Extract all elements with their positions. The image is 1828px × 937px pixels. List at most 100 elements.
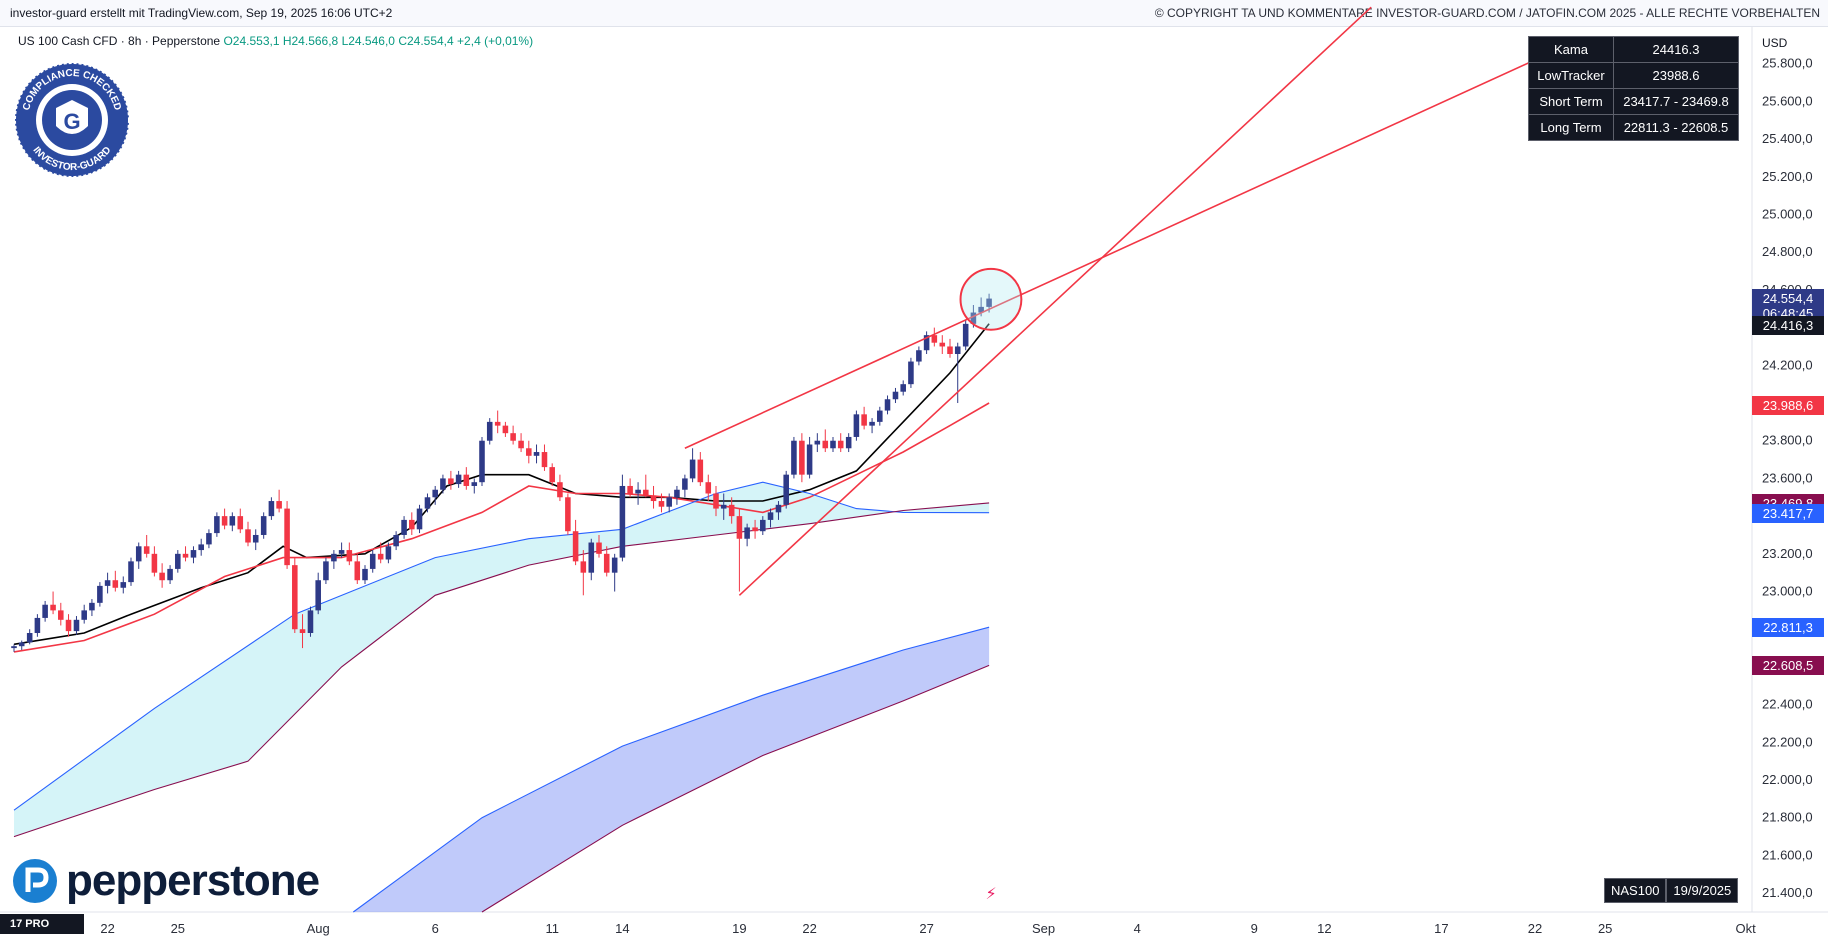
candle-body [728, 504, 735, 517]
candle-body [533, 452, 540, 456]
candle-body [486, 421, 493, 441]
candle-body [541, 452, 548, 468]
candle-body [167, 568, 173, 581]
legend-change: +2,4 (+0,01%) [457, 34, 534, 48]
candle-body [268, 501, 275, 517]
candle-body [463, 474, 470, 486]
candle-body [947, 346, 953, 355]
brand-name: pepperstone [66, 856, 320, 905]
candle-body [182, 553, 189, 558]
trendline-upper [684, 59, 1536, 449]
series-line-long-term-lower [481, 664, 990, 913]
compliance-seal: G COMPLIANCE CHECKED INVESTOR-GUARD [12, 60, 132, 185]
candle-body [853, 414, 860, 437]
candle-body [229, 516, 236, 526]
candle-body [276, 501, 282, 509]
candle-body [81, 610, 87, 620]
candle-body [18, 642, 25, 647]
x-tick-label: 11 [545, 921, 559, 936]
price-tag-lowtracker: 23.988,6 [1752, 396, 1824, 416]
candle-body [588, 542, 595, 573]
top-bar: investor-guard erstellt mit TradingView.… [0, 0, 1828, 27]
y-tick-label: 21.400,0 [1762, 885, 1813, 900]
info-label: Long Term [1528, 114, 1614, 141]
legend-close: C24.554,4 [398, 34, 454, 48]
candle-body [58, 610, 64, 620]
candle-body [767, 512, 774, 520]
legend-open: O24.553,1 [223, 34, 280, 48]
candle-body [424, 497, 431, 509]
badge-date: 19/9/2025 [1666, 878, 1739, 903]
candle-body [190, 550, 197, 558]
tradingview-logo: 17 PRO [0, 914, 84, 934]
candle-body [151, 553, 158, 573]
candle-body [471, 482, 478, 486]
y-tick-label: 23.800,0 [1762, 433, 1813, 448]
candle-body [650, 495, 657, 502]
y-tick-label: 21.600,0 [1762, 847, 1813, 862]
series-line-kama [13, 323, 990, 646]
info-value: 23417.7 - 23469.8 [1613, 88, 1739, 115]
candle-body [877, 410, 883, 422]
candle-body [354, 561, 361, 581]
candle-body [346, 550, 353, 562]
candle-body [385, 546, 392, 560]
candle-body [393, 534, 399, 547]
candle-body [89, 602, 95, 611]
candle-body [643, 489, 649, 496]
candle-body [479, 440, 485, 483]
candle-body [658, 501, 665, 507]
candle-body [221, 516, 228, 526]
candle-body [962, 323, 969, 347]
legend-symbol[interactable]: US 100 Cash CFD · 8h · Pepperstone [18, 34, 221, 48]
candle-body [869, 421, 875, 426]
candle-body [128, 561, 134, 583]
candle-body [50, 604, 56, 611]
candle-body [331, 553, 337, 562]
candle-body [916, 350, 922, 362]
series-line-short-term-lower [13, 502, 990, 838]
candle-body [526, 448, 532, 456]
candle-body [214, 516, 220, 534]
candle-body [237, 516, 244, 530]
candle-body [401, 519, 407, 535]
candle-body [603, 553, 610, 573]
series-line-lowtracker [13, 402, 990, 653]
candle-body [572, 531, 579, 562]
candle-body [814, 440, 821, 445]
info-table: Kama 24416.3 LowTracker 23988.6 Short Term… [1528, 36, 1739, 141]
candle-body [775, 504, 782, 513]
candle-body [689, 459, 696, 479]
x-tick-label: 25 [1598, 921, 1612, 936]
candle-body [799, 440, 805, 475]
candle-body [292, 565, 298, 630]
info-row-long-term: Long Term 22811.3 - 22608.5 [1528, 114, 1739, 141]
candle-body [494, 421, 501, 426]
candle-body [97, 585, 103, 603]
candle-body [760, 519, 766, 532]
info-label: Short Term [1528, 88, 1614, 115]
candle-body [978, 306, 984, 313]
x-tick-label: 14 [615, 921, 629, 936]
candle-body [705, 482, 712, 494]
candle-body [26, 633, 33, 643]
candle-body [510, 433, 516, 441]
x-tick-label: 27 [919, 921, 933, 936]
candle-body [252, 534, 259, 543]
legend-high: H24.566,8 [282, 34, 339, 48]
candle-body [845, 436, 852, 449]
info-label: LowTracker [1528, 62, 1614, 89]
candle-body [159, 572, 165, 581]
candle-body [245, 529, 251, 543]
candle-body [635, 489, 641, 494]
candle-body [65, 619, 72, 632]
candle-body [806, 444, 813, 475]
candle-body [939, 342, 946, 347]
price-tag-long-term-lower: 22.608,5 [1752, 656, 1824, 676]
candle-body [432, 489, 438, 498]
candle-body [11, 646, 17, 649]
candle-body [440, 478, 446, 490]
x-tick-label: 22 [1528, 921, 1542, 936]
candle-body [682, 478, 688, 490]
